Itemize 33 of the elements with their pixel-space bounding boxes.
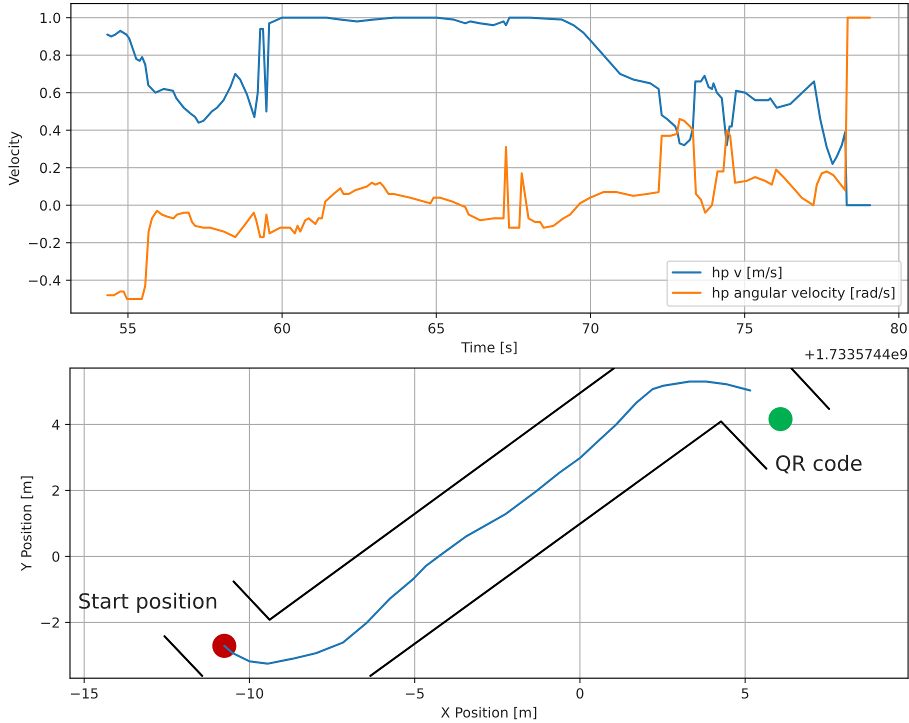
x-tick-label: −10 (236, 688, 264, 699)
y-tick-label: 0.6 (40, 88, 60, 98)
x-tick-label: 70 (582, 323, 598, 334)
y-tick-label: 2 (52, 485, 59, 496)
annotation: Start position (79, 592, 216, 613)
x-tick-label: −5 (406, 688, 424, 699)
y-axis-title: Velocity (8, 132, 22, 186)
y-axis-title: Y Position [m] (20, 476, 34, 571)
y-tick-label: 0.8 (40, 50, 60, 61)
y-tick-label: 0.2 (40, 162, 60, 174)
annotation: QR code (776, 454, 862, 474)
x-tick-label: 0 (576, 688, 584, 699)
text: +1.7335744e9 (805, 348, 908, 360)
x-tick-label: 55 (120, 323, 136, 334)
legend-label: hp v [m/s] (712, 266, 782, 280)
y-tick-label: −0.2 (28, 238, 60, 248)
y-tick-label: 4 (52, 420, 60, 430)
y-tick-label: 0 (52, 551, 60, 562)
x-axis-title: Time [s] (461, 342, 517, 354)
x-tick-label: 75 (736, 323, 752, 334)
x-tick-label: 5 (742, 688, 748, 699)
y-tick-label: −2 (41, 617, 59, 628)
y-tick-label: 0.0 (40, 200, 60, 211)
line-series (106, 16, 872, 206)
y-tick-label: 0.4 (40, 125, 60, 136)
y-tick-label: −0.4 (28, 275, 60, 286)
y-tick-label: 1.0 (40, 12, 60, 24)
x-tick-label: 60 (274, 323, 290, 334)
x-axis-title: X Position [m] (441, 706, 536, 720)
x-tick-label: 80 (890, 323, 907, 334)
x-tick-label: 65 (428, 323, 444, 334)
legend-label: hp angular velocity [rad/s] (712, 287, 894, 301)
x-tick-label: −15 (71, 688, 98, 699)
